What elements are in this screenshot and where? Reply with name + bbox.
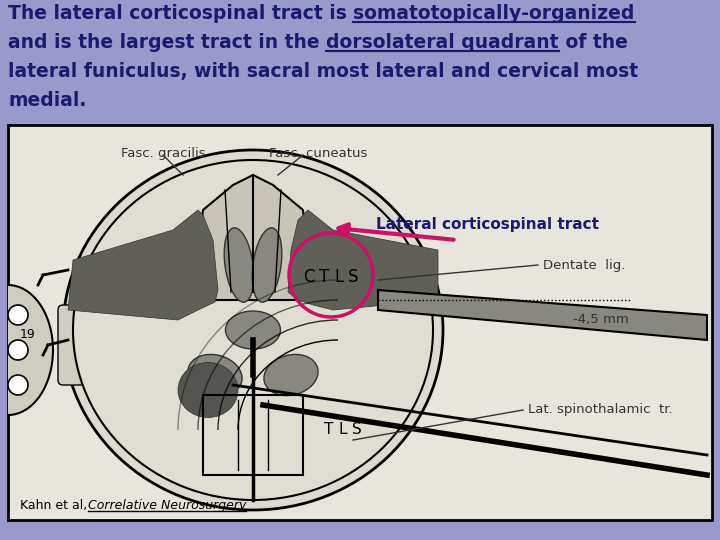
- Text: C: C: [303, 268, 315, 286]
- Circle shape: [8, 375, 28, 395]
- Polygon shape: [193, 175, 313, 300]
- Text: somatotopically-organized: somatotopically-organized: [354, 4, 635, 23]
- Bar: [203, 395, 303, 475]
- Ellipse shape: [225, 311, 281, 349]
- Text: The lateral corticospinal tract is: The lateral corticospinal tract is: [8, 4, 354, 23]
- Text: Fasc. cuneatus: Fasc. cuneatus: [269, 147, 367, 160]
- Text: lateral funiculus, with sacral most lateral and cervical most: lateral funiculus, with sacral most late…: [8, 62, 638, 81]
- Text: Dentate  lig.: Dentate lig.: [543, 259, 626, 272]
- Text: of the: of the: [559, 33, 628, 52]
- Text: S: S: [348, 268, 359, 286]
- Circle shape: [8, 305, 28, 325]
- Ellipse shape: [224, 228, 254, 302]
- Text: T: T: [319, 268, 329, 286]
- FancyBboxPatch shape: [58, 305, 128, 385]
- Text: L: L: [338, 422, 347, 437]
- Text: Fasc. gracilis: Fasc. gracilis: [121, 147, 205, 160]
- Circle shape: [8, 340, 28, 360]
- Ellipse shape: [73, 160, 433, 500]
- Text: Lateral corticospinal tract: Lateral corticospinal tract: [377, 217, 600, 232]
- Polygon shape: [378, 290, 707, 340]
- Bar: [8, 125, 712, 520]
- Text: medial.: medial.: [8, 91, 86, 110]
- Ellipse shape: [188, 354, 242, 396]
- Text: Lat. spinothalamic  tr.: Lat. spinothalamic tr.: [528, 403, 672, 416]
- Ellipse shape: [0, 285, 53, 415]
- Polygon shape: [288, 210, 438, 310]
- Ellipse shape: [63, 150, 443, 510]
- Text: Correlative Neurosurgery: Correlative Neurosurgery: [88, 498, 246, 511]
- Text: and is the largest tract in the: and is the largest tract in the: [8, 33, 326, 52]
- Polygon shape: [68, 210, 218, 320]
- Text: L: L: [334, 268, 343, 286]
- Ellipse shape: [264, 354, 318, 396]
- Ellipse shape: [252, 228, 282, 302]
- Text: -4,5 mm: -4,5 mm: [573, 314, 629, 327]
- Text: dorsolateral quadrant: dorsolateral quadrant: [326, 33, 559, 52]
- Ellipse shape: [178, 362, 238, 417]
- Text: 19: 19: [20, 328, 36, 341]
- Text: Kahn et al,: Kahn et al,: [20, 498, 87, 511]
- Text: T: T: [324, 422, 333, 437]
- Text: S: S: [352, 422, 362, 437]
